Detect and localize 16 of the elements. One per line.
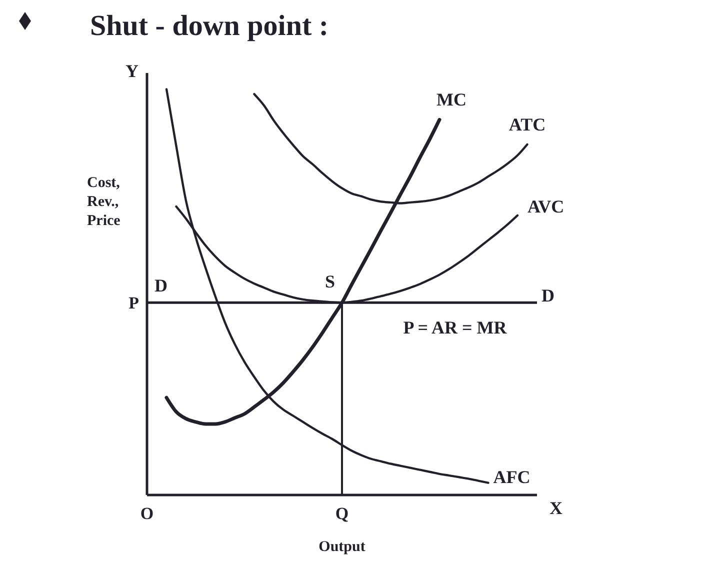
x-tick-label: O [140, 504, 154, 524]
annotation: D [154, 276, 168, 296]
annotation: P = AR = MR [403, 318, 508, 338]
y-axis-title: Cost, Rev., Price [87, 175, 121, 229]
chart-title: Shut - down point : [90, 10, 329, 42]
series-label: AFC [493, 466, 530, 487]
series-label: ATC [508, 114, 546, 134]
annotation: S [324, 272, 336, 292]
text: X [550, 498, 562, 518]
text: Y [126, 61, 138, 81]
x-tick-label: Q [335, 504, 349, 524]
series-label: AVC [528, 196, 564, 216]
text: D [542, 286, 554, 306]
ref-line-label: P [128, 294, 139, 313]
x-axis-title: Output [318, 539, 366, 555]
series-label: MC [436, 90, 466, 110]
